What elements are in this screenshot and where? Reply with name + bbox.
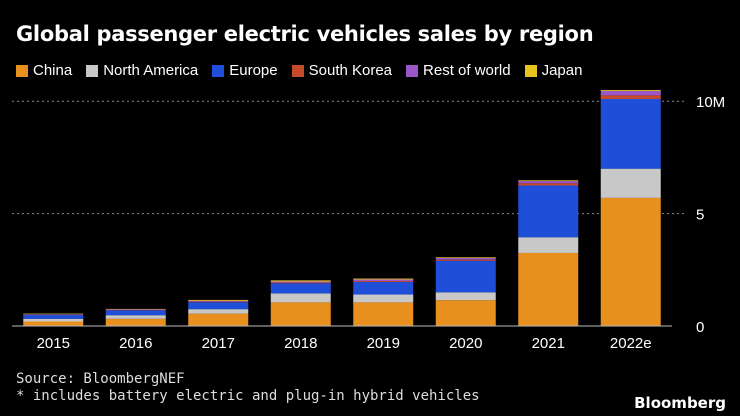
bar-2021-north-america (518, 237, 579, 253)
bar-2017-north-america (188, 309, 249, 314)
bar-2019-north-america (353, 294, 414, 303)
legend-label: Europe (229, 62, 278, 79)
bar-2017-europe (188, 302, 249, 310)
bar-2018-europe (270, 283, 331, 294)
legend-swatch (212, 64, 225, 77)
legend-swatch (524, 64, 537, 77)
legend-label: Japan (541, 62, 583, 79)
bar-2019-china (353, 302, 414, 326)
bar-2022e-south-korea (600, 95, 661, 99)
bar-2022e-japan (600, 90, 661, 91)
bar-2020-rest-of-world (435, 257, 496, 260)
legend-label: South Korea (308, 62, 393, 79)
bar-2022e-rest-of-world (600, 90, 661, 96)
bar-2019-europe (353, 281, 414, 295)
legend-item-north-america: North America (86, 62, 198, 79)
bar-2018-rest-of-world (270, 281, 331, 283)
bar-2020-south-korea (435, 259, 496, 261)
x-tick-label: 2022e (610, 335, 652, 352)
legend-item-south-korea: South Korea (291, 62, 393, 79)
y-tick-label: 0 (696, 319, 704, 336)
bar-2022e-china (600, 197, 661, 326)
bar-2019-south-korea (353, 281, 414, 282)
bar-2018-japan (270, 280, 331, 282)
bar-2022e-europe (600, 98, 661, 169)
bar-2021-europe (518, 185, 579, 238)
chart-title: Global passenger electric vehicles sales… (16, 22, 594, 46)
legend-item-europe: Europe (212, 62, 278, 79)
bar-2019-rest-of-world (353, 279, 414, 282)
x-tick-label: 2021 (532, 335, 565, 352)
footnote: * includes battery electric and plug-in … (16, 388, 480, 404)
bar-2016-china (105, 318, 166, 326)
source-note: Source: BloombergNEF (16, 371, 185, 387)
legend-swatch (291, 64, 304, 77)
bar-2017-rest-of-world (188, 300, 249, 302)
x-tick-label: 2015 (37, 335, 70, 352)
bar-2017-japan (188, 299, 249, 301)
bar-2016-north-america (105, 315, 166, 319)
legend-swatch (16, 64, 28, 77)
bar-2016-europe (105, 310, 166, 316)
legend-label: Rest of world (423, 62, 511, 79)
legend-swatch (406, 64, 419, 77)
bar-2020-china (435, 300, 496, 326)
bar-2020-europe (435, 260, 496, 293)
bar-2022e-north-america (600, 168, 661, 198)
bar-2016-rest-of-world (105, 309, 166, 311)
bar-2019-japan (353, 278, 414, 280)
bar-2017-china (188, 313, 249, 326)
bar-2020-north-america (435, 292, 496, 301)
legend-item-china: China (16, 62, 72, 79)
x-tick-label: 2018 (284, 335, 317, 352)
bar-2021-china (518, 252, 579, 326)
bar-2021-rest-of-world (518, 181, 579, 184)
bar-2015-china (23, 321, 84, 326)
legend-item-japan: Japan (524, 62, 583, 79)
x-tick-label: 2016 (119, 335, 152, 352)
bar-2018-north-america (270, 293, 331, 303)
bloomberg-logo: Bloomberg (634, 394, 726, 412)
chart-legend: China North America Europe South Korea Rest … (16, 62, 596, 79)
y-tick-label: 10M (696, 94, 725, 111)
bar-2015-europe (23, 314, 84, 319)
bar-2018-south-korea (270, 282, 331, 284)
bar-2020-japan (435, 257, 496, 258)
bar-2018-china (270, 302, 331, 326)
legend-label: North America (103, 62, 199, 79)
bar-2021-japan (518, 180, 579, 182)
y-tick-label: 5 (696, 207, 704, 224)
bar-2021-south-korea (518, 183, 579, 186)
x-tick-label: 2020 (449, 335, 482, 352)
x-tick-label: 2017 (202, 335, 235, 352)
x-tick-label: 2019 (367, 335, 400, 352)
legend-label: China (33, 62, 73, 79)
legend-item-rest-of-world: Rest of world (406, 62, 511, 79)
bar-2015-north-america (23, 318, 84, 322)
legend-swatch (86, 64, 99, 77)
